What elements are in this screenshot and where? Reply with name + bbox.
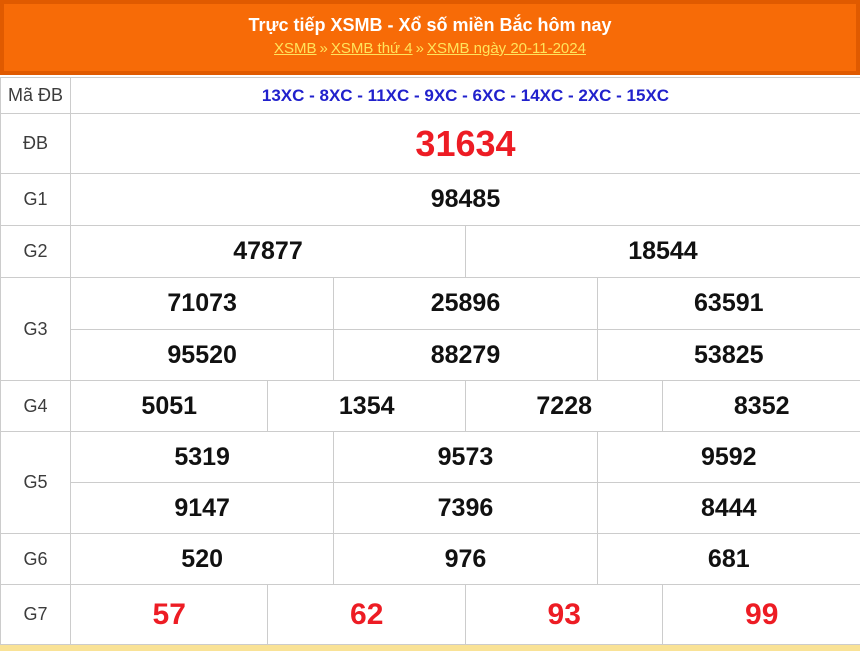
breadcrumb-link-xsmb-ngay[interactable]: XSMB ngày 20-11-2024	[426, 40, 586, 57]
row-g5-2: 9147 7396 8444	[1, 482, 860, 534]
prize-label-ma-db: Mã ĐB	[0, 77, 71, 114]
prize-value-g7-3: 93	[464, 584, 664, 645]
row-g4: G4 5051 1354 7228 8352	[0, 380, 860, 432]
prize-value-g3-3: 63591	[596, 277, 860, 330]
prize-value-g6-3: 681	[596, 533, 860, 585]
prize-value-g3-6: 53825	[596, 329, 860, 381]
prize-value-g3-2: 25896	[333, 277, 598, 330]
prize-value-g7-1: 57	[69, 584, 269, 645]
prize-value-ma-db: 13XC - 8XC - 11XC - 9XC - 6XC - 14XC - 2…	[70, 77, 860, 114]
breadcrumb-separator: »	[415, 40, 424, 57]
prize-value-g7-4: 99	[662, 584, 860, 645]
row-g3-2: 95520 88279 53825	[1, 329, 860, 381]
prize-value-g5-6: 8444	[596, 482, 860, 534]
row-g7: G7 57 62 93 99	[0, 584, 860, 645]
prize-value-g6-2: 976	[333, 533, 598, 585]
prize-label-g5: G5	[0, 431, 71, 534]
prize-value-g3-4: 95520	[69, 329, 335, 381]
prize-value-g4-1: 5051	[69, 380, 269, 432]
prize-value-g3-1: 71073	[69, 277, 335, 330]
prize-value-g4-4: 8352	[662, 380, 860, 432]
row-g2: G2 47877 18544	[0, 225, 860, 278]
prize-label-db: ĐB	[0, 113, 71, 174]
prize-label-g4: G4	[0, 380, 71, 432]
row-ma-db: Mã ĐB 13XC - 8XC - 11XC - 9XC - 6XC - 14…	[0, 77, 860, 114]
row-g1: G1 98485	[0, 173, 860, 226]
prize-label-g6: G6	[0, 533, 71, 585]
prize-value-g5-5: 7396	[333, 482, 598, 534]
row-g6: G6 520 976 681	[0, 533, 860, 585]
prize-value-g5-3: 9592	[596, 431, 860, 483]
prize-value-g1: 98485	[70, 173, 860, 226]
page-title: Trực tiếp XSMB - Xổ số miền Bắc hôm nay	[248, 15, 612, 35]
prize-label-g3: G3	[0, 277, 71, 381]
bottom-strip	[0, 645, 860, 651]
prize-value-g5-4: 9147	[69, 482, 335, 534]
breadcrumb-link-xsmb-thu-4[interactable]: XSMB thứ 4	[330, 40, 413, 57]
breadcrumb-link-xsmb[interactable]: XSMB	[274, 40, 317, 57]
prize-value-g2-2: 18544	[464, 225, 860, 278]
prize-label-g7: G7	[0, 584, 71, 645]
results-table-wrapper: Mã ĐB 13XC - 8XC - 11XC - 9XC - 6XC - 14…	[0, 77, 860, 645]
row-g3-1: G3 71073 25896 63591	[0, 277, 860, 381]
row-g5-1: G5 5319 9573 9592	[0, 431, 860, 534]
prize-value-g4-2: 1354	[267, 380, 466, 432]
prize-value-db: 31634	[70, 113, 860, 174]
row-db: ĐB 31634	[0, 113, 860, 174]
page-header: Trực tiếp XSMB - Xổ số miền Bắc hôm nay …	[0, 0, 860, 75]
breadcrumb: XSMB» XSMB thứ 4» XSMB ngày 20-11-2024	[4, 39, 856, 59]
prize-value-g7-2: 62	[267, 584, 466, 645]
prize-label-g1: G1	[0, 173, 71, 226]
prize-value-g5-2: 9573	[333, 431, 598, 483]
prize-value-g6-1: 520	[69, 533, 335, 585]
prize-value-g5-1: 5319	[69, 431, 335, 483]
prize-value-g4-3: 7228	[464, 380, 664, 432]
prize-value-g2-1: 47877	[70, 225, 466, 278]
results-table: Mã ĐB 13XC - 8XC - 11XC - 9XC - 6XC - 14…	[0, 77, 860, 645]
breadcrumb-separator: »	[319, 40, 328, 57]
prize-value-g3-5: 88279	[333, 329, 598, 381]
prize-label-g2: G2	[0, 225, 71, 278]
